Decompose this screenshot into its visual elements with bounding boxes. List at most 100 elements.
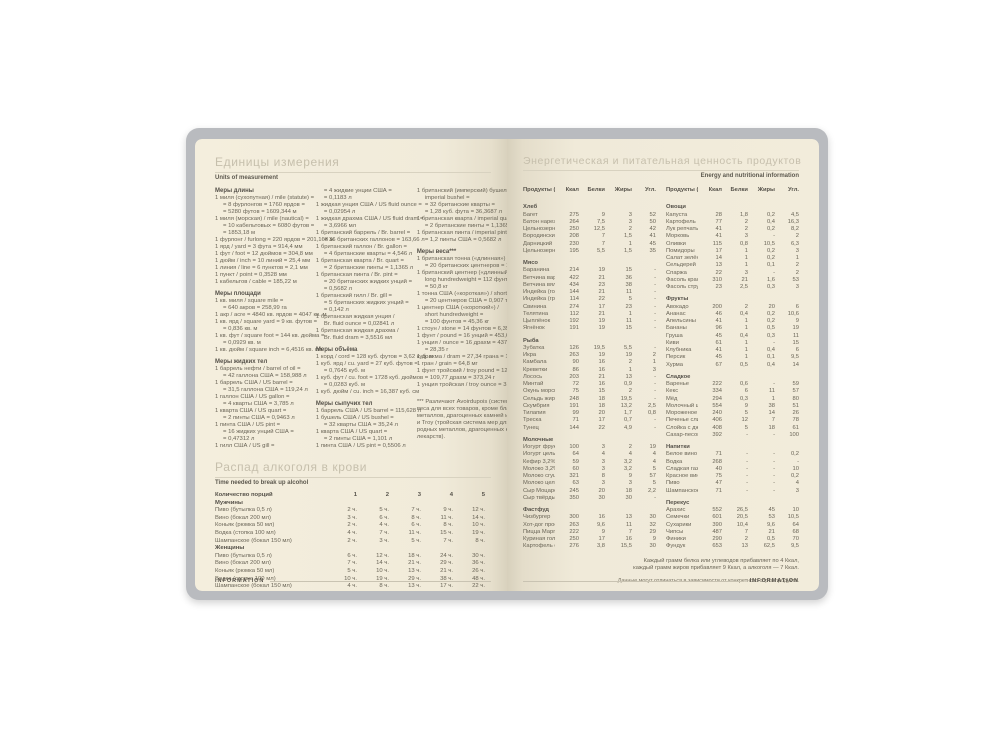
food-value: 19 [625,352,632,358]
nutrition-table-right: Продукты (100 г)КкалБелкиЖирыУгл.ОвощиКа… [666,187,799,551]
food-value: 601 [712,514,722,521]
units-line: 1 ярд / yard = 3 фута = 914,4 мм [215,244,303,250]
food-value: 0,9 [623,381,632,387]
food-value: 16 [598,514,605,521]
food-value: 3 [628,480,632,487]
food-value: 144 [569,424,579,431]
food-value: - [654,381,656,387]
food-row-name: Баранина [523,267,550,274]
units-line: 1 кварта США / US quart = [215,408,287,414]
food-value: 61 [792,424,799,431]
food-value: 15,5 [620,543,632,550]
food-value: - [654,296,656,303]
units-line: 1 кв. миля / square mile = [215,298,284,304]
food-empty-cell [555,255,579,267]
alcohol-value: 13 ч. [408,583,421,590]
food-row-name: Молоко 3,2% [523,465,555,472]
units-line: 1 галлон США / US gallon = [215,394,290,400]
food-value: 1 [744,354,748,361]
food-value: 2 [744,303,748,310]
food-value: 41 [715,233,722,240]
food-value: 321 [569,473,579,479]
food-value: 53 [792,276,799,283]
food-value: 0,4 [739,332,748,339]
food-value: 3 [601,480,605,487]
food-value: 19 [598,267,605,274]
food-value: 3,2 [623,458,632,465]
food-value: 240 [712,410,722,416]
food-value: 0,1 [766,262,775,269]
nutrition-subtitle: Energy and nutritional information [700,173,799,179]
food-row-name: Клубника [666,347,692,353]
food-row-name: Морковь [666,233,690,240]
food-row-name: Чипсы [666,528,684,535]
alcohol-value: 5 ч. [411,537,421,544]
units-line: 1 миля (морская) / mile (nautical) = [215,216,309,222]
food-row-name: Икра [523,352,537,358]
food-empty-cell [555,199,579,211]
food-value: 36 [625,274,632,281]
units-line: = 4 британские кварты = 4,546 л [323,251,413,257]
food-empty-cell [579,333,605,345]
alcohol-value: 38 ч. [440,575,453,582]
food-value: 41 [715,347,722,353]
food-empty-cell [605,432,632,444]
food-col-header: Жиры [757,187,775,193]
food-empty-cell [632,432,656,444]
units-line: 1 британский (имперский) бушель / [416,188,514,194]
food-value: - [654,424,656,431]
food-value: 0,2 [790,451,799,458]
alcohol-empty-cell [427,545,459,553]
units-line: = 42 галлона США = 158,988 л [223,373,307,379]
units-line: 1 британская пинта / Br. pint = [315,272,398,278]
food-value: 9 [744,402,748,409]
food-row-name: Груша [666,332,683,339]
food-value: 11 [792,332,799,339]
units-line: 1 британский гилл / Br. gill = [315,293,393,299]
right-footer-line [523,580,744,582]
food-value: 13 [715,262,722,269]
food-value: 2,5 [739,284,748,290]
units-line: 1 бушель США / US bushel = [315,415,394,421]
units-line: = 4 кварты США = 3,785 л [223,401,294,407]
food-value: 2 [744,536,748,542]
food-col-header: Ккал [708,187,722,193]
alcohol-value: 21 ч. [440,567,453,574]
food-row-name: Куриная голень [523,536,555,542]
food-value: 250 [569,226,579,232]
food-value: 4 [652,451,656,458]
food-value: 18 [598,402,605,409]
food-empty-cell [748,495,775,507]
alcohol-value: 15 ч. [440,529,453,536]
food-value: 14 [768,410,775,416]
food-empty-cell [555,333,579,345]
alcohol-value: 14 ч. [472,514,485,521]
units-line: = 28,35 г [424,347,449,353]
alcohol-group-header: Мужчины [215,499,243,506]
food-row-name: Сыр Моцарелла [523,487,555,494]
food-value: 7 [628,528,632,535]
food-value: 310 [712,276,722,283]
food-col-header: Продукты (100 г) [523,187,555,193]
food-value: - [746,473,748,479]
food-row-name: Слойка с джемом [666,424,698,431]
food-value: 276 [569,543,579,550]
food-value: 59 [572,458,579,465]
food-value: 57 [792,388,799,395]
food-value: 3 [601,444,605,450]
food-empty-cell [775,199,799,211]
food-value: 21 [768,528,775,535]
units-line: = 31,5 галлона США = 119,24 л [223,387,308,393]
alcohol-value: 2 ч. [347,537,357,544]
food-row-name: Ветчина варёная [523,274,555,281]
food-value: 552 [712,507,722,513]
food-empty-cell [775,495,799,507]
units-line: = 20 британских жидких унций = [323,279,413,285]
food-value: 57 [649,473,656,479]
food-value: 0,2 [766,310,775,317]
food-value: 1,5 [623,233,632,240]
units-line: 1 кв. фут / square foot = 144 кв. дюйма … [215,333,325,339]
food-row-name: Киви [666,339,679,346]
food-value: 41 [649,233,656,240]
